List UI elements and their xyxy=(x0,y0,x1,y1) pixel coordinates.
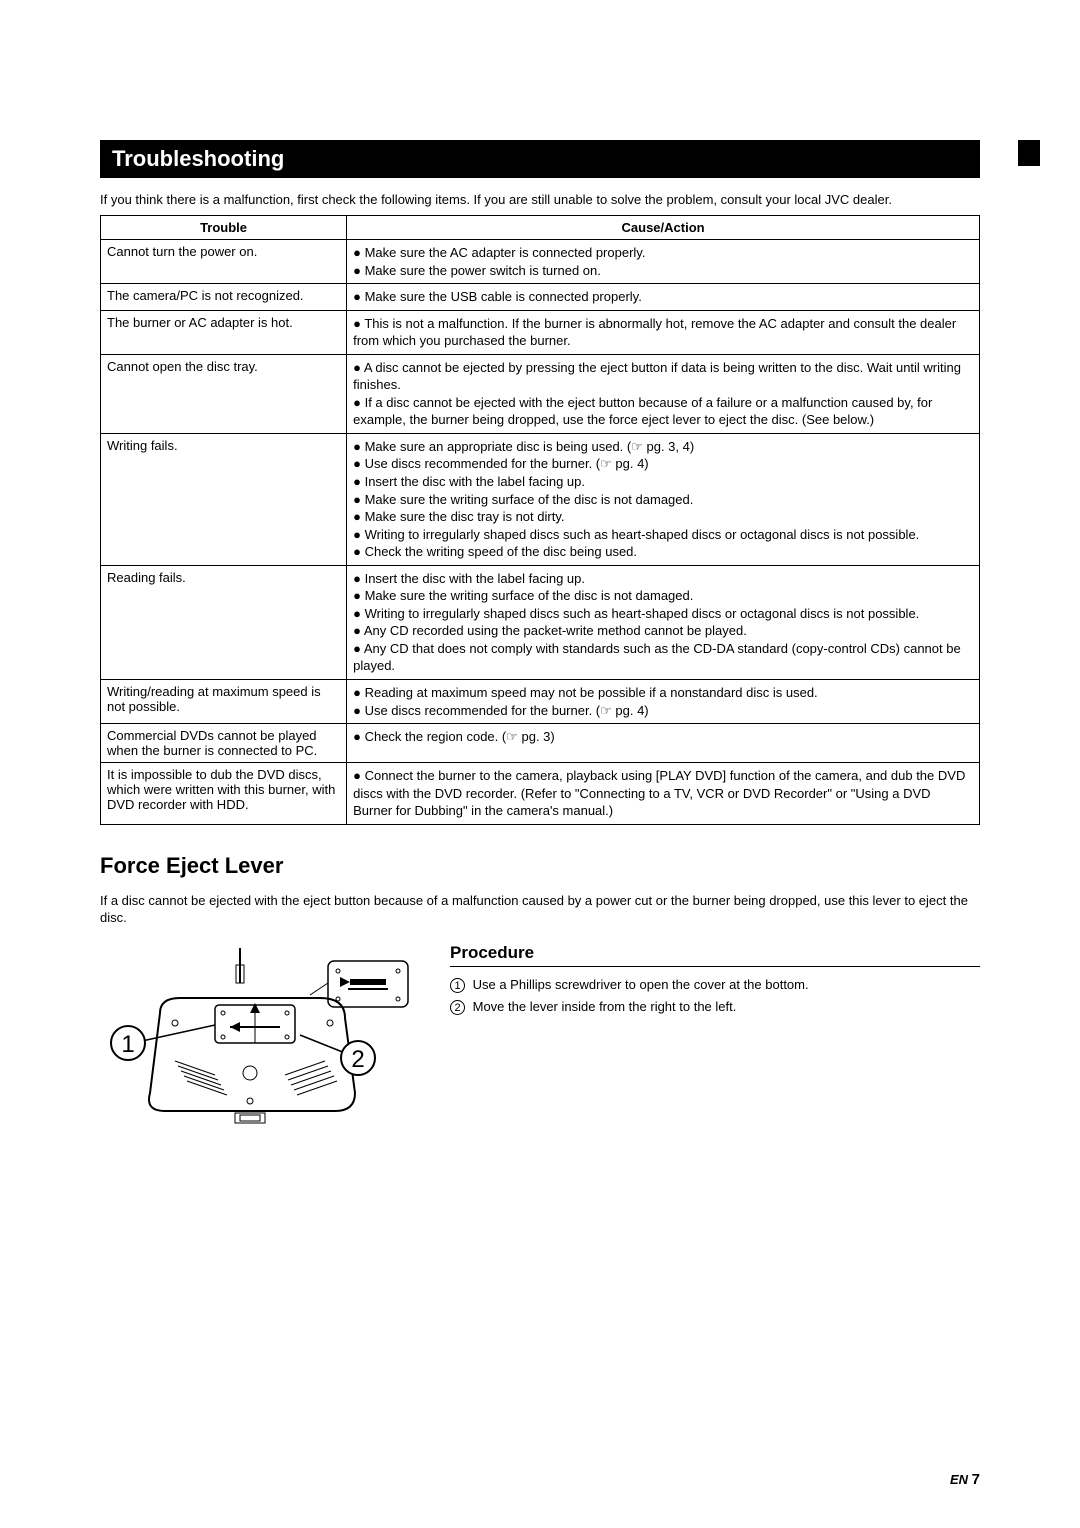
action-cell: Insert the disc with the label facing up… xyxy=(347,565,980,679)
trouble-cell: Reading fails. xyxy=(101,565,347,679)
footer-lang: EN xyxy=(950,1472,968,1487)
procedure-step: 1 Use a Phillips screwdriver to open the… xyxy=(450,977,980,993)
force-eject-text: If a disc cannot be ejected with the eje… xyxy=(100,893,980,927)
action-item: Connect the burner to the camera, playba… xyxy=(353,767,973,820)
table-row: Writing/reading at maximum speed is not … xyxy=(101,680,980,724)
action-cell: Make sure the USB cable is connected pro… xyxy=(347,284,980,311)
action-cell: Make sure an appropriate disc is being u… xyxy=(347,433,980,565)
table-row: It is impossible to dub the DVD discs, w… xyxy=(101,763,980,825)
action-cell: Connect the burner to the camera, playba… xyxy=(347,763,980,825)
table-row: The camera/PC is not recognized. Make sur… xyxy=(101,284,980,311)
intro-text: If you think there is a malfunction, fir… xyxy=(100,192,980,207)
trouble-cell: The burner or AC adapter is hot. xyxy=(101,310,347,354)
trouble-cell: It is impossible to dub the DVD discs, w… xyxy=(101,763,347,825)
action-cell: Check the region code. (☞ pg. 3) xyxy=(347,724,980,763)
action-item: Insert the disc with the label facing up… xyxy=(353,473,973,491)
troubleshooting-table: Trouble Cause/Action Cannot turn the pow… xyxy=(100,215,980,825)
table-row: Cannot open the disc tray.A disc cannot … xyxy=(101,354,980,433)
th-trouble: Trouble xyxy=(101,216,347,240)
force-eject-diagram: 1 2 xyxy=(100,943,420,1148)
action-item: Make sure the USB cable is connected pro… xyxy=(353,288,973,306)
action-item: Check the region code. (☞ pg. 3) xyxy=(353,728,973,746)
action-item: Reading at maximum speed may not be poss… xyxy=(353,684,973,702)
action-item: Use discs recommended for the burner. (☞… xyxy=(353,702,973,720)
action-cell: Reading at maximum speed may not be poss… xyxy=(347,680,980,724)
table-row: Cannot turn the power on. Make sure the A… xyxy=(101,240,980,284)
table-row: The burner or AC adapter is hot.This is … xyxy=(101,310,980,354)
action-item: Use discs recommended for the burner. (☞… xyxy=(353,455,973,473)
action-item: Make sure the disc tray is not dirty. xyxy=(353,508,973,526)
section-header: Troubleshooting xyxy=(100,140,980,178)
action-item: Make sure the AC adapter is connected pr… xyxy=(353,244,973,262)
trouble-cell: Commercial DVDs cannot be played when th… xyxy=(101,724,347,763)
table-row: Reading fails. Insert the disc with the l… xyxy=(101,565,980,679)
table-row: Writing fails. Make sure an appropriate d… xyxy=(101,433,980,565)
procedure-step: 2 Move the lever inside from the right t… xyxy=(450,999,980,1015)
action-cell: A disc cannot be ejected by pressing the… xyxy=(347,354,980,433)
section-tab-marker xyxy=(1018,140,1040,166)
action-item: Make sure an appropriate disc is being u… xyxy=(353,438,973,456)
action-cell: Make sure the AC adapter is connected pr… xyxy=(347,240,980,284)
footer-page: 7 xyxy=(972,1471,980,1488)
action-item: Make sure the writing surface of the dis… xyxy=(353,587,973,605)
table-row: Commercial DVDs cannot be played when th… xyxy=(101,724,980,763)
trouble-cell: Cannot turn the power on. xyxy=(101,240,347,284)
force-eject-heading: Force Eject Lever xyxy=(100,853,980,879)
action-item: Check the writing speed of the disc bein… xyxy=(353,543,973,561)
th-cause-action: Cause/Action xyxy=(347,216,980,240)
trouble-cell: Cannot open the disc tray. xyxy=(101,354,347,433)
action-item: Any CD that does not comply with standar… xyxy=(353,640,973,675)
action-item: Writing to irregularly shaped discs such… xyxy=(353,526,973,544)
page-footer: EN 7 xyxy=(950,1471,980,1488)
callout-1: 1 xyxy=(121,1031,134,1058)
trouble-cell: The camera/PC is not recognized. xyxy=(101,284,347,311)
callout-2: 2 xyxy=(351,1046,364,1073)
procedure-heading: Procedure xyxy=(450,943,980,967)
action-cell: This is not a malfunction. If the burner… xyxy=(347,310,980,354)
trouble-cell: Writing fails. xyxy=(101,433,347,565)
action-item: Any CD recorded using the packet-write m… xyxy=(353,622,973,640)
action-item: Insert the disc with the label facing up… xyxy=(353,570,973,588)
step-number-icon: 1 xyxy=(450,978,465,993)
trouble-cell: Writing/reading at maximum speed is not … xyxy=(101,680,347,724)
action-item: If a disc cannot be ejected with the eje… xyxy=(353,394,973,429)
action-item: Writing to irregularly shaped discs such… xyxy=(353,605,973,623)
step-number-icon: 2 xyxy=(450,1000,465,1015)
action-item: A disc cannot be ejected by pressing the… xyxy=(353,359,973,394)
action-item: Make sure the writing surface of the dis… xyxy=(353,491,973,509)
action-item: Make sure the power switch is turned on. xyxy=(353,262,973,280)
action-item: This is not a malfunction. If the burner… xyxy=(353,315,973,350)
